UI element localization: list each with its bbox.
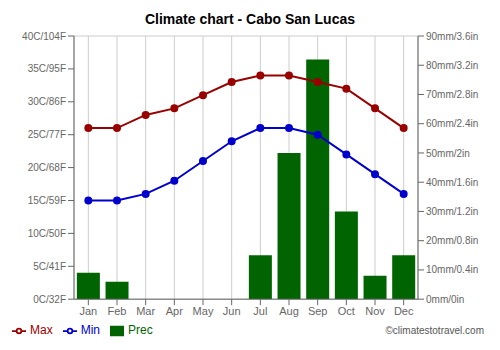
svg-text:Feb: Feb — [108, 305, 127, 317]
svg-text:Jul: Jul — [253, 305, 267, 317]
html-text:Max: Max — [30, 323, 53, 338]
html-text:©climatestotravel.com: ©climatestotravel.com — [385, 325, 484, 336]
svg-text:70mm/2.8in: 70mm/2.8in — [426, 89, 478, 100]
svg-text:40mm/1.6in: 40mm/1.6in — [426, 177, 478, 188]
svg-text:10mm/0.4in: 10mm/0.4in — [426, 264, 478, 275]
svg-text:30C/86F: 30C/86F — [28, 96, 66, 107]
svg-text:60mm/2.4in: 60mm/2.4in — [426, 118, 478, 129]
svg-text:Nov: Nov — [365, 305, 385, 317]
svg-text:40C/104F: 40C/104F — [22, 31, 66, 42]
svg-text:0C/32F: 0C/32F — [33, 294, 66, 305]
svg-text:Aug: Aug — [279, 305, 299, 317]
svg-text:May: May — [193, 305, 214, 317]
svg-text:Sep: Sep — [308, 305, 328, 317]
svg-text:Dec: Dec — [394, 305, 414, 317]
svg-text:20C/68F: 20C/68F — [28, 162, 66, 173]
svg-text:5C/41F: 5C/41F — [33, 261, 66, 272]
svg-text:25C/77F: 25C/77F — [28, 129, 66, 140]
svg-text:30mm/1.2in: 30mm/1.2in — [426, 206, 478, 217]
svg-text:50mm/2in: 50mm/2in — [426, 148, 470, 159]
html-text:Prec: Prec — [128, 323, 153, 338]
svg-text:Oct: Oct — [338, 305, 355, 317]
svg-text:35C/95F: 35C/95F — [28, 63, 66, 74]
html-text:Min: Min — [80, 323, 100, 338]
html-text:Climate chart - Cabo San Lucas: Climate chart - Cabo San Lucas — [145, 11, 355, 27]
svg-text:Apr: Apr — [166, 305, 183, 317]
svg-text:10C/50F: 10C/50F — [28, 228, 66, 239]
svg-text:Jun: Jun — [223, 305, 241, 317]
svg-text:Jan: Jan — [79, 305, 97, 317]
svg-text:Mar: Mar — [136, 305, 155, 317]
svg-text:0mm/0in: 0mm/0in — [426, 294, 464, 305]
svg-text:80mm/3.2in: 80mm/3.2in — [426, 60, 478, 71]
svg-text:20mm/0.8in: 20mm/0.8in — [426, 235, 478, 246]
svg-text:90mm/3.6in: 90mm/3.6in — [426, 31, 478, 42]
svg-text:15C/59F: 15C/59F — [28, 195, 66, 206]
